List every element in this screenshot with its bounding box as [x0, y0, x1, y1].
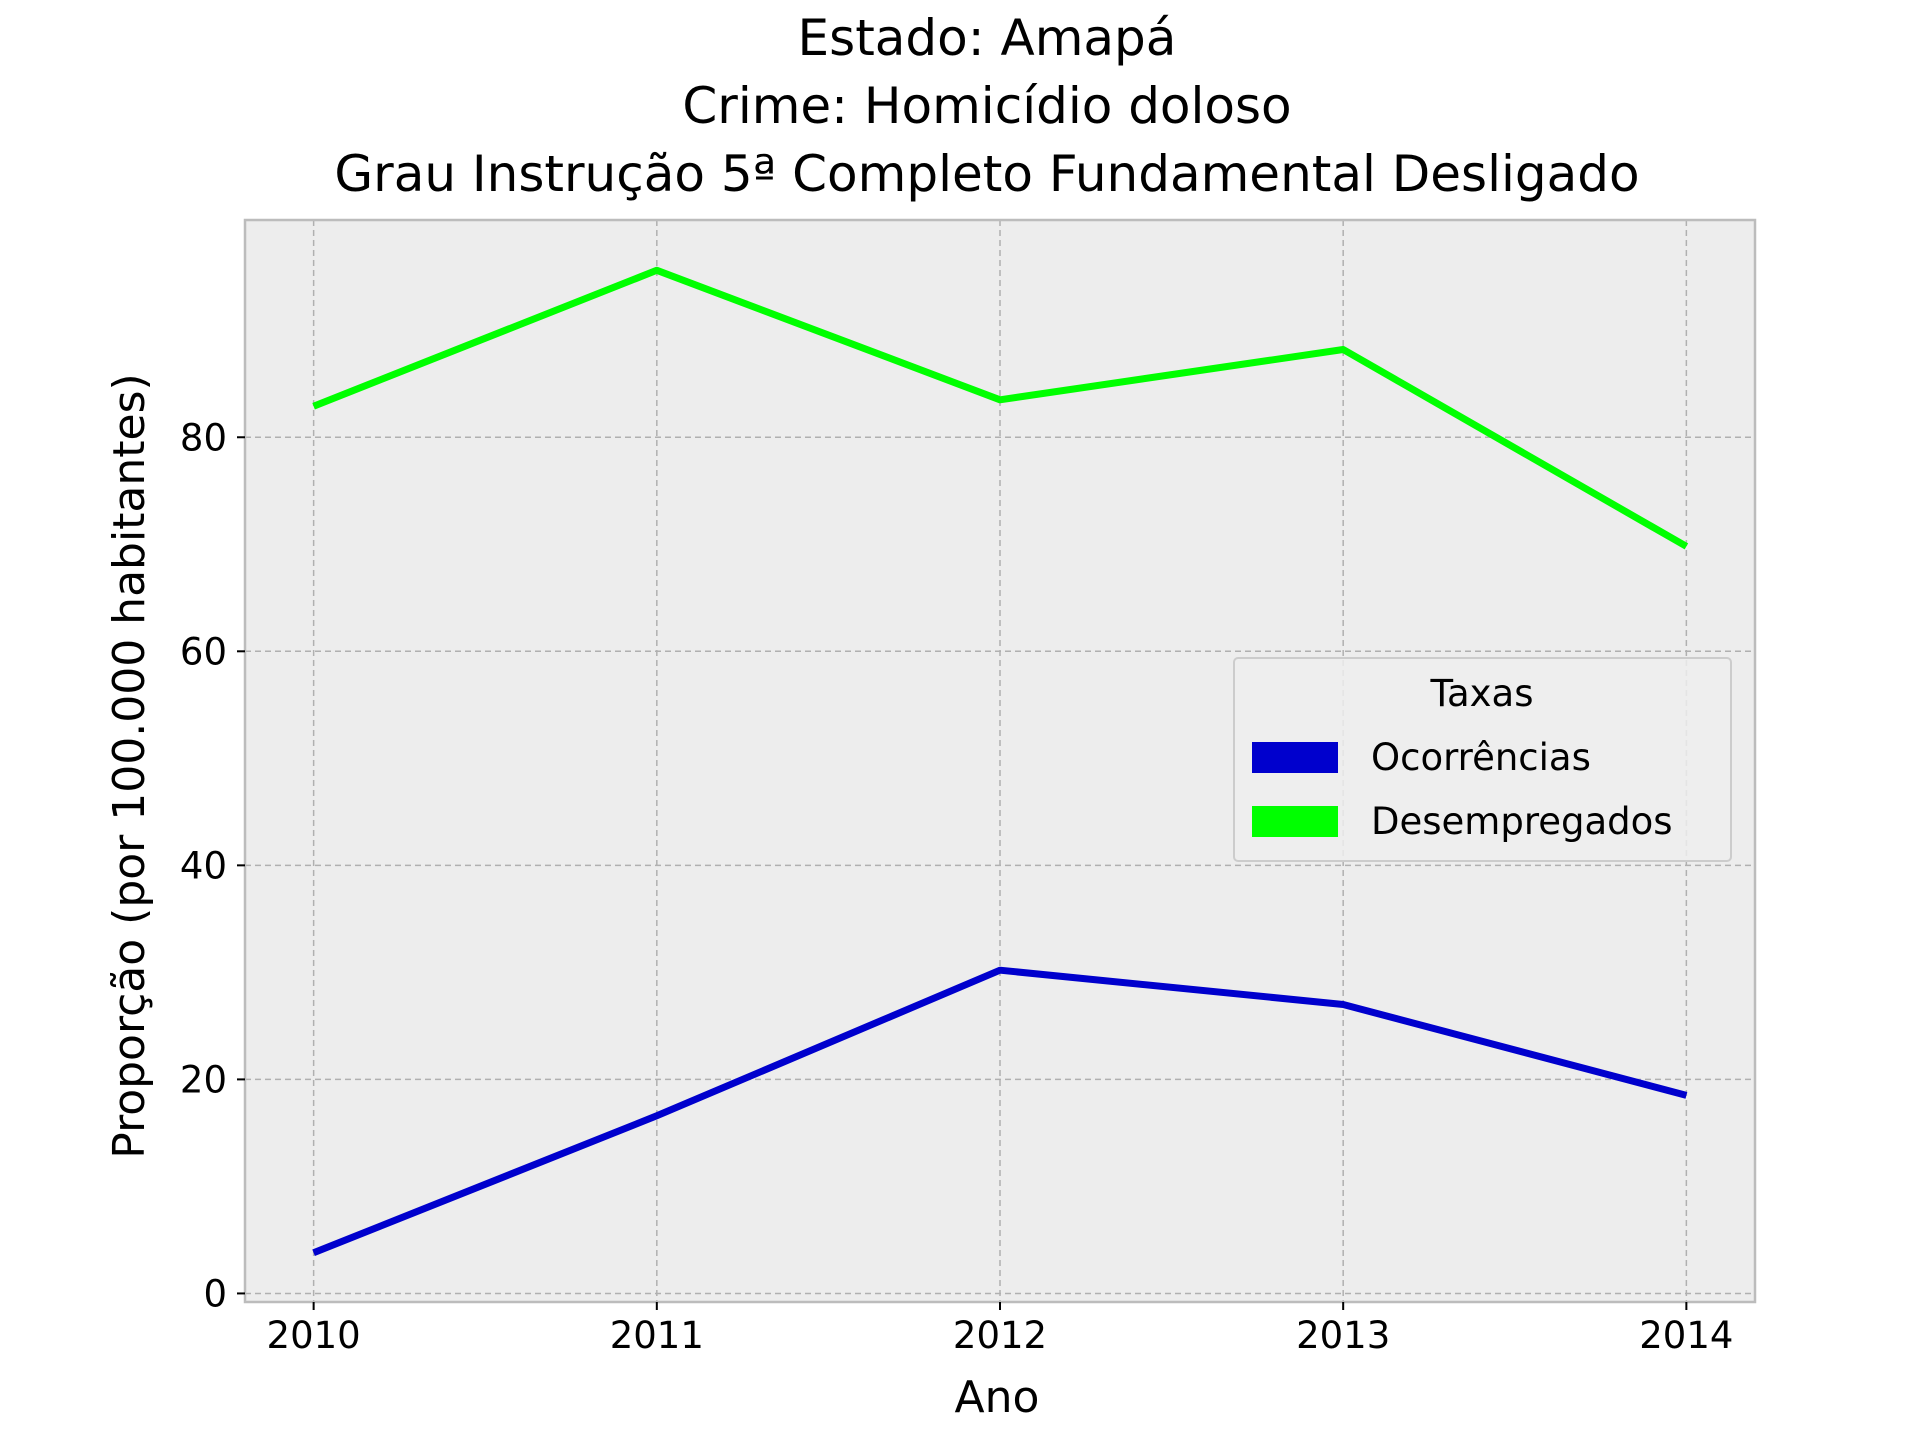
x-tick-label-2011: 2011	[610, 1314, 704, 1357]
y-tick-label-40: 40	[180, 844, 227, 887]
y-tick-label-60: 60	[180, 630, 227, 673]
x-axis-label: Ano	[955, 1372, 1040, 1423]
legend: Taxas Ocorrências Desempregados	[1234, 658, 1731, 861]
y-tick-label-0: 0	[203, 1272, 227, 1315]
legend-swatch-desempregados	[1252, 806, 1338, 837]
y-tick-label-20: 20	[180, 1058, 227, 1101]
x-tick-label-2014: 2014	[1639, 1314, 1733, 1357]
x-tick-label-2013: 2013	[1296, 1314, 1390, 1357]
chart-title-line-3: Grau Instrução 5ª Completo Fundamental D…	[334, 145, 1639, 203]
chart-title-line-2: Crime: Homicídio doloso	[682, 77, 1291, 135]
x-tick-label-2010: 2010	[267, 1314, 361, 1357]
legend-label-ocorrencias: Ocorrências	[1371, 736, 1591, 779]
y-tick-label-80: 80	[180, 416, 227, 459]
legend-swatch-ocorrencias	[1252, 742, 1338, 773]
legend-label-desempregados: Desempregados	[1371, 800, 1673, 843]
legend-title: Taxas	[1430, 672, 1534, 715]
chart-title-line-1: Estado: Amapá	[798, 9, 1177, 67]
x-tick-label-2012: 2012	[953, 1314, 1047, 1357]
y-axis-label: Proporção (por 100.000 habitantes)	[104, 373, 155, 1158]
